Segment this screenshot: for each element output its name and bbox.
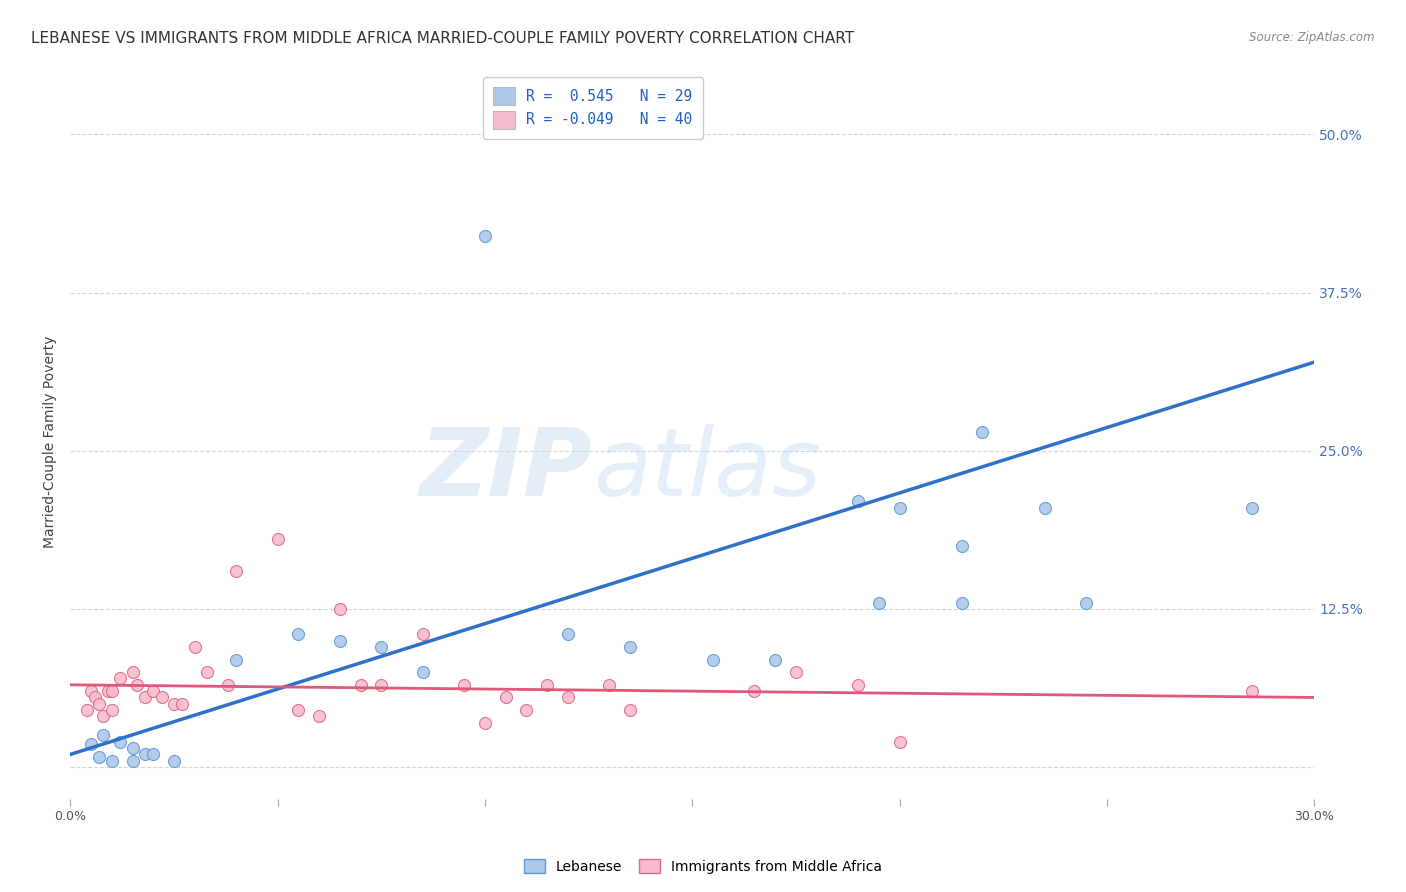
Text: LEBANESE VS IMMIGRANTS FROM MIDDLE AFRICA MARRIED-COUPLE FAMILY POVERTY CORRELAT: LEBANESE VS IMMIGRANTS FROM MIDDLE AFRIC…	[31, 31, 853, 46]
Point	[89, 750, 111, 764]
Point	[80, 684, 103, 698]
Point	[134, 747, 156, 762]
Point	[744, 684, 766, 698]
Point	[142, 684, 165, 698]
Point	[121, 754, 143, 768]
Point	[370, 678, 392, 692]
Point	[287, 703, 309, 717]
Point	[474, 715, 496, 730]
Point	[950, 596, 973, 610]
Point	[889, 735, 911, 749]
Point	[785, 665, 807, 680]
Point	[412, 627, 434, 641]
Point	[121, 665, 143, 680]
Point	[225, 564, 247, 578]
Point	[1240, 500, 1263, 515]
Point	[370, 640, 392, 654]
Point	[329, 602, 352, 616]
Point	[619, 640, 641, 654]
Point	[172, 697, 194, 711]
Point	[453, 678, 475, 692]
Point	[217, 678, 239, 692]
Point	[495, 690, 517, 705]
Point	[349, 678, 371, 692]
Point	[846, 678, 869, 692]
Point	[889, 500, 911, 515]
Point	[225, 652, 247, 666]
Point	[84, 690, 107, 705]
Point	[100, 684, 122, 698]
Point	[142, 747, 165, 762]
Point	[598, 678, 620, 692]
Point	[868, 596, 890, 610]
Point	[93, 709, 115, 723]
Point	[412, 665, 434, 680]
Point	[972, 425, 994, 439]
Point	[89, 697, 111, 711]
Text: Source: ZipAtlas.com: Source: ZipAtlas.com	[1250, 31, 1375, 45]
Point	[846, 494, 869, 508]
Point	[1074, 596, 1097, 610]
Point	[80, 737, 103, 751]
Text: atlas: atlas	[593, 425, 821, 516]
Y-axis label: Married-Couple Family Poverty: Married-Couple Family Poverty	[44, 335, 58, 548]
Point	[93, 728, 115, 742]
Point	[150, 690, 173, 705]
Point	[134, 690, 156, 705]
Legend: R =  0.545   N = 29, R = -0.049   N = 40: R = 0.545 N = 29, R = -0.049 N = 40	[482, 77, 703, 139]
Text: ZIP: ZIP	[420, 424, 593, 516]
Point	[1033, 500, 1056, 515]
Point	[195, 665, 218, 680]
Point	[183, 640, 205, 654]
Point	[266, 533, 288, 547]
Point	[108, 672, 131, 686]
Point	[474, 228, 496, 243]
Point	[1240, 684, 1263, 698]
Point	[557, 627, 579, 641]
Point	[557, 690, 579, 705]
Point	[163, 697, 186, 711]
Point	[536, 678, 558, 692]
Point	[763, 652, 786, 666]
Point	[702, 652, 724, 666]
Legend: Lebanese, Immigrants from Middle Africa: Lebanese, Immigrants from Middle Africa	[517, 852, 889, 880]
Point	[329, 633, 352, 648]
Point	[287, 627, 309, 641]
Point	[97, 684, 120, 698]
Point	[76, 703, 98, 717]
Point	[619, 703, 641, 717]
Point	[108, 735, 131, 749]
Point	[125, 678, 148, 692]
Point	[308, 709, 330, 723]
Point	[950, 539, 973, 553]
Point	[515, 703, 537, 717]
Point	[121, 741, 143, 756]
Point	[163, 754, 186, 768]
Point	[100, 703, 122, 717]
Point	[100, 754, 122, 768]
